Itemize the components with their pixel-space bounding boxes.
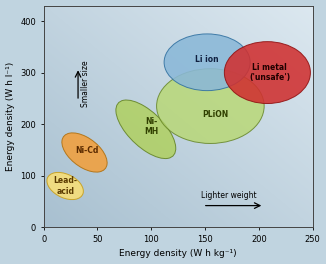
Ellipse shape — [224, 42, 310, 103]
Text: Smaller size: Smaller size — [81, 61, 90, 107]
Text: Ni-
MH: Ni- MH — [144, 117, 158, 136]
X-axis label: Energy density (W h kg⁻¹): Energy density (W h kg⁻¹) — [119, 249, 237, 258]
Ellipse shape — [164, 34, 250, 91]
Text: Lighter weight: Lighter weight — [201, 191, 256, 200]
Text: PLiON: PLiON — [203, 110, 229, 119]
Text: Lead-
acid: Lead- acid — [53, 176, 77, 196]
Ellipse shape — [47, 172, 83, 200]
Text: Li ion: Li ion — [195, 55, 219, 64]
Text: Li metal
('unsafe'): Li metal ('unsafe') — [249, 63, 290, 82]
Ellipse shape — [156, 69, 264, 143]
Y-axis label: Energy density (W h l⁻¹): Energy density (W h l⁻¹) — [6, 62, 15, 171]
Text: Ni-Cd: Ni-Cd — [75, 147, 98, 155]
Ellipse shape — [62, 133, 107, 172]
Ellipse shape — [116, 100, 176, 159]
